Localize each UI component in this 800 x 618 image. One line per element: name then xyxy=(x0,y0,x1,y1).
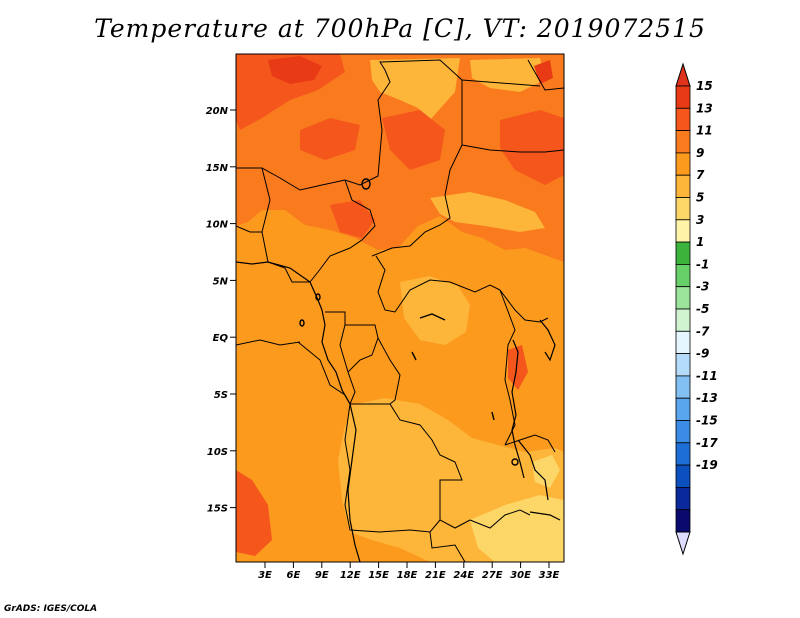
country-borders xyxy=(236,59,564,562)
lon-label: 9E xyxy=(315,570,329,581)
lat-label: 20N xyxy=(206,106,229,117)
lon-label: 33E xyxy=(539,570,560,581)
band-7-chad xyxy=(430,192,545,232)
latitude-axis: 20N 15N 10N 5N EQ 5S 10S 15S xyxy=(206,106,236,515)
lon-label: 6E xyxy=(287,570,301,581)
lakes xyxy=(299,178,519,466)
lon-label: 27E xyxy=(482,570,503,581)
band-7-congo xyxy=(400,276,470,345)
band-13-sahara xyxy=(300,118,360,160)
band-13-uganda xyxy=(508,345,528,390)
colorbar-label: 11 xyxy=(696,124,713,138)
colorbar-label: 3 xyxy=(696,213,704,227)
band-5-lakes xyxy=(532,455,560,488)
chart-title: Temperature at 700hPa [C], VT: 201907251… xyxy=(94,14,706,43)
colorbar-label: -17 xyxy=(696,436,718,450)
lat-label: EQ xyxy=(213,333,229,344)
colorbar-swatch xyxy=(675,486,691,511)
colorbar-swatch xyxy=(675,353,691,377)
colorbar-label: -3 xyxy=(696,280,709,294)
colorbar-label: 1 xyxy=(696,235,704,249)
colorbar-label: 7 xyxy=(696,168,705,182)
colorbar-label: -15 xyxy=(696,414,718,428)
colorbar-swatch xyxy=(675,464,691,488)
colorbar-swatch xyxy=(675,152,691,176)
colorbar-swatch xyxy=(675,263,691,288)
temperature-field xyxy=(236,54,564,562)
lon-label: 18E xyxy=(397,570,418,581)
band-5-southeast xyxy=(470,495,564,562)
colorbar-swatch xyxy=(675,197,691,221)
map-frame xyxy=(235,53,565,563)
colorbar-label: -11 xyxy=(696,369,718,383)
lon-label: 3E xyxy=(258,570,272,581)
colorbar: 15 13 11 9 7 5 3 1 -1 -3 -5 -7 -9 -11 -13 -15 -17 -19 xyxy=(675,62,718,556)
lat-label: 5S xyxy=(214,390,228,401)
longitude-axis: 3E 6E 9E 12E 15E 18E 21E 24E 27E 30E 33E xyxy=(258,562,560,581)
band-15-core xyxy=(268,56,322,84)
colorbar-swatch xyxy=(675,241,691,265)
colorbar-label: -9 xyxy=(696,347,709,361)
colorbar-label: -19 xyxy=(696,458,718,472)
colorbar-swatch xyxy=(675,85,691,109)
colorbar-swatch xyxy=(675,330,691,354)
lat-label: 10S xyxy=(207,447,228,458)
lat-label: 5N xyxy=(213,276,229,287)
band-13-angola-coast xyxy=(236,470,272,556)
colorbar-swatch xyxy=(675,442,691,466)
lon-label: 12E xyxy=(340,570,361,581)
colorbar-under-triangle xyxy=(675,531,691,556)
band-7-north xyxy=(370,58,460,120)
band-13-northeast xyxy=(500,110,564,185)
colorbar-swatch xyxy=(675,107,691,132)
colorbar-label: 15 xyxy=(696,79,713,93)
coastlines xyxy=(236,261,561,562)
colorbar-label: -5 xyxy=(696,302,709,316)
lat-label: 15S xyxy=(207,504,228,515)
grads-credit: GrADS: IGES/COLA xyxy=(4,604,98,614)
band-7-northeast xyxy=(470,58,545,92)
colorbar-label: 5 xyxy=(696,191,704,205)
colorbar-label: 9 xyxy=(696,146,704,160)
lon-label: 30E xyxy=(510,570,531,581)
colorbar-swatch xyxy=(675,420,691,444)
lon-label: 15E xyxy=(368,570,389,581)
band-13-nigeria xyxy=(330,200,375,238)
colorbar-swatch xyxy=(675,286,691,310)
colorbar-swatch xyxy=(675,130,691,154)
colorbar-swatch xyxy=(675,375,691,399)
colorbar-swatch xyxy=(675,509,691,533)
colorbar-label: -7 xyxy=(696,324,710,338)
colorbar-swatch xyxy=(675,308,691,332)
band-13-niger xyxy=(382,110,445,170)
lat-label: 10N xyxy=(206,220,229,231)
colorbar-swatch xyxy=(675,219,691,243)
lat-label: 15N xyxy=(206,163,229,174)
lon-label: 21E xyxy=(425,570,446,581)
colorbar-label: -1 xyxy=(696,257,709,271)
colorbar-label: -13 xyxy=(696,391,718,405)
colorbar-label: 13 xyxy=(696,101,713,115)
lon-label: 24E xyxy=(453,570,474,581)
colorbar-swatch xyxy=(675,397,691,421)
colorbar-over-triangle xyxy=(675,62,691,87)
colorbar-swatch xyxy=(675,174,691,198)
